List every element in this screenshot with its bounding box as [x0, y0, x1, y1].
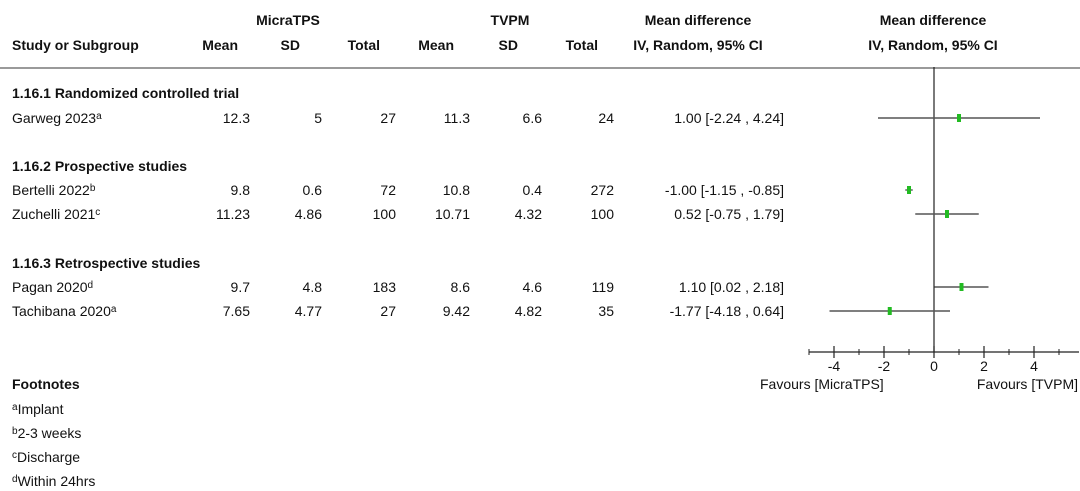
cell-ci: -1.00 [-1.15 , -0.85]: [664, 182, 784, 198]
point-estimate: [957, 114, 961, 122]
cell-sd-2: 4.6: [522, 279, 542, 295]
header-mean-2: Mean: [418, 37, 454, 53]
x-axis-tick-label: 0: [930, 358, 938, 374]
cell-sd-1: 4.8: [302, 279, 322, 295]
cell-mean-2: 9.42: [442, 303, 470, 319]
cell-total-1: 27: [380, 110, 396, 126]
point-estimate: [907, 186, 911, 194]
cell-mean-1: 7.65: [222, 303, 250, 319]
cell-mean-1: 9.7: [230, 279, 250, 295]
cell-total-1: 72: [380, 182, 396, 198]
x-axis-tick-label: 4: [1030, 358, 1038, 374]
cell-total-1: 27: [380, 303, 396, 319]
cell-total-2: 272: [590, 182, 614, 198]
point-estimate: [887, 307, 892, 315]
study-footnote-marker: d: [87, 280, 94, 291]
footnote-item: aImplant: [12, 401, 64, 417]
header-sd-1: SD: [280, 37, 300, 53]
cell-sd-2: 4.82: [514, 303, 542, 319]
header-mean-1: Mean: [202, 37, 238, 53]
forest-plot-ticks: -4 -2 0 2 4: [808, 67, 1079, 374]
cell-mean-2: 8.6: [450, 279, 470, 295]
footnotes-title: Footnotes: [12, 376, 80, 392]
study-footnote-marker: a: [110, 304, 117, 315]
cell-mean-1: 9.8: [230, 182, 250, 198]
cell-ci: 1.10 [0.02 , 2.18]: [678, 279, 784, 295]
header-sd-2: SD: [498, 37, 518, 53]
footnote-item: cDischarge: [12, 449, 81, 465]
cell-total-2: 100: [590, 206, 614, 222]
cell-ci: 0.52 [-0.75 , 1.79]: [674, 206, 784, 222]
header-total-2: Total: [565, 37, 598, 53]
cell-ci: -1.77 [-4.18 , 0.64]: [669, 303, 784, 319]
cell-mean-2: 10.8: [442, 182, 470, 198]
cell-total-1: 183: [372, 279, 396, 295]
x-axis-tick-label: -2: [878, 358, 891, 374]
footnote-item: b2-3 weeks: [12, 425, 82, 441]
favours-right-label: Favours [TVPM]: [976, 376, 1078, 392]
study-footnote-marker: c: [95, 207, 101, 218]
study-footnote-marker: a: [96, 111, 102, 122]
cell-total-2: 35: [598, 303, 614, 319]
cell-ci: 1.00 [-2.24 , 4.24]: [674, 110, 784, 126]
header-total-1: Total: [347, 37, 380, 53]
point-estimate: [945, 210, 949, 218]
study-name: Pagan 2020d: [12, 279, 94, 295]
study-name: Tachibana 2020a: [12, 303, 117, 319]
cell-sd-1: 4.77: [294, 303, 322, 319]
header-mean-difference-plot: Mean difference: [879, 12, 987, 28]
cell-mean-1: 11.23: [216, 206, 250, 222]
x-axis-tick-label: -4: [828, 358, 841, 374]
cell-sd-1: 0.6: [302, 182, 322, 198]
cell-sd-1: 5: [314, 110, 322, 126]
study-name: Zuchelli 2021c: [12, 206, 101, 222]
point-estimate: [959, 283, 964, 291]
cell-sd-2: 4.32: [514, 206, 542, 222]
header-group-micratps: MicraTPS: [256, 12, 320, 28]
cell-mean-1: 12.3: [222, 110, 250, 126]
study-name: Bertelli 2022b: [12, 182, 96, 198]
cell-sd-2: 0.4: [522, 182, 542, 198]
header-mean-difference: Mean difference: [644, 12, 752, 28]
header-group-tvpm: TVPM: [490, 12, 530, 28]
subgroup-title: 1.16.3 Retrospective studies: [12, 255, 201, 271]
header-method: IV, Random, 95% CI: [633, 37, 763, 53]
cell-mean-2: 10.71: [434, 206, 470, 222]
header-method-plot: IV, Random, 95% CI: [868, 37, 998, 53]
study-footnote-marker: b: [89, 183, 96, 194]
subgroup-title: 1.16.1 Randomized controlled trial: [12, 85, 240, 101]
cell-sd-1: 4.86: [294, 206, 322, 222]
cell-sd-2: 6.6: [522, 110, 542, 126]
x-axis-tick-label: 2: [980, 358, 988, 374]
cell-total-1: 100: [372, 206, 396, 222]
favours-left-label: Favours [MicraTPS]: [760, 376, 884, 392]
study-name: Garweg 2023a: [12, 110, 102, 126]
cell-total-2: 119: [591, 279, 614, 295]
cell-total-2: 24: [598, 110, 614, 126]
header-study-or-subgroup: Study or Subgroup: [12, 37, 139, 53]
forest-plot-rows: [829, 114, 1040, 315]
footnote-item: dWithin 24hrs: [12, 473, 96, 489]
header-separator: [0, 67, 1080, 69]
cell-mean-2: 11.3: [443, 110, 470, 126]
subgroup-title: 1.16.2 Prospective studies: [12, 158, 188, 174]
